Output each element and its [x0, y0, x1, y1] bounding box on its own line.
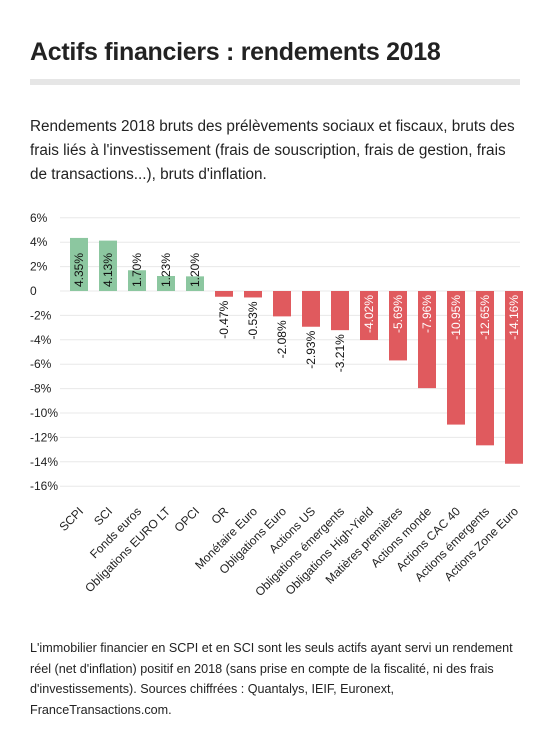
data-label: -0.47%	[217, 300, 231, 338]
bar-chart: 6% 4% 2% 0 -2% -4% -6% -8% -10% -12% -14% -16% 4.35%…	[30, 211, 523, 599]
y-tick-label: -8%	[30, 382, 52, 396]
data-label: -4.02%	[362, 295, 376, 333]
y-tick-label: -2%	[30, 308, 52, 322]
bar	[331, 291, 349, 331]
data-label: -2.93%	[304, 330, 318, 368]
data-label: -7.96%	[420, 295, 434, 333]
footnote: L'immobilier financier en SCPI et en SCI…	[30, 641, 513, 717]
bar	[244, 291, 262, 298]
chart-subtitle: Rendements 2018 bruts des prélèvements s…	[30, 118, 515, 183]
title-divider	[30, 79, 520, 85]
y-tick-label: -10%	[30, 406, 58, 420]
bar	[476, 291, 494, 446]
data-label: -0.53%	[246, 301, 260, 339]
data-label: 1.23%	[159, 253, 173, 287]
data-label: 4.13%	[101, 253, 115, 287]
bar	[215, 291, 233, 297]
y-tick-label: 0	[30, 284, 37, 298]
bar	[273, 291, 291, 317]
data-label: -5.69%	[391, 295, 405, 333]
x-tick-label: SCI	[91, 504, 115, 528]
x-tick-label: SCPI	[56, 504, 86, 534]
data-label: -12.65%	[478, 295, 492, 340]
bar	[99, 240, 117, 291]
y-tick-label: -12%	[30, 430, 58, 444]
bar	[360, 291, 378, 341]
bar	[389, 291, 407, 361]
bar	[157, 275, 175, 291]
chart-title: Actifs financiers : rendements 2018	[30, 38, 441, 66]
y-tick-label: -14%	[30, 455, 58, 469]
x-tick-label: OPCI	[171, 504, 202, 535]
y-tick-label: 6%	[30, 211, 48, 225]
data-label: -2.08%	[275, 320, 289, 358]
bar	[128, 270, 146, 291]
data-label: 1.70%	[130, 253, 144, 287]
bar	[447, 291, 465, 425]
data-label: 1.20%	[188, 253, 202, 287]
data-label: -10.95%	[449, 295, 463, 340]
bar	[70, 237, 88, 291]
y-tick-label: -6%	[30, 357, 52, 371]
y-tick-label: 2%	[30, 260, 48, 274]
bar	[418, 291, 436, 389]
data-label: 4.35%	[72, 253, 86, 287]
data-label: -3.21%	[333, 334, 347, 372]
data-label: -14.16%	[507, 295, 521, 340]
y-tick-label: 4%	[30, 235, 48, 249]
bar	[186, 276, 204, 291]
bar	[505, 291, 523, 464]
x-tick-label: OR	[208, 504, 231, 527]
y-tick-label: -16%	[30, 479, 58, 493]
y-tick-label: -4%	[30, 333, 52, 347]
bar	[302, 291, 320, 327]
